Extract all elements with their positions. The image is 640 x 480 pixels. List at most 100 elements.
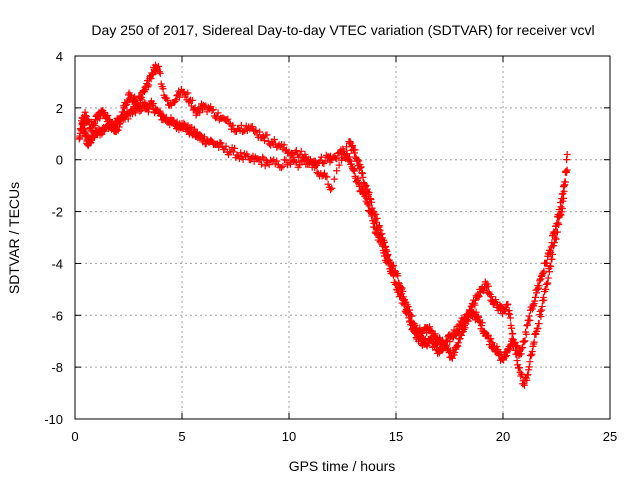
data-point-fill <box>531 293 539 301</box>
data-point-fill <box>451 348 459 356</box>
data-point-fill <box>355 157 363 165</box>
data-point-fill <box>348 142 356 150</box>
data-point-fill <box>525 363 533 371</box>
data-point-fill <box>487 293 495 301</box>
data-point-fill <box>383 247 391 255</box>
data-point-fill <box>405 306 413 314</box>
data-point-fill <box>526 316 534 324</box>
data-point <box>503 301 511 309</box>
data-point-fill <box>390 261 398 269</box>
data-point-fill <box>523 321 531 329</box>
data-point-fill <box>518 370 526 378</box>
y-tick-label: 0 <box>56 153 63 168</box>
data-point-fill <box>156 69 164 77</box>
data-point-fill <box>490 343 498 351</box>
data-point <box>366 195 374 203</box>
data-point-fill <box>522 330 530 338</box>
data-point-fill <box>222 142 230 150</box>
data-point-fill <box>270 156 278 164</box>
data-point <box>116 119 124 127</box>
data-point-fill <box>540 296 548 304</box>
data-point <box>246 156 254 164</box>
data-point-fill <box>538 303 546 311</box>
data-point-fill <box>523 376 531 384</box>
data-point-fill <box>277 164 285 172</box>
data-point-fill <box>265 161 273 169</box>
data-point-fill <box>200 133 208 141</box>
data-point-fill <box>431 330 439 338</box>
data-point-fill <box>331 154 339 162</box>
data-point-fill <box>213 112 221 120</box>
plot-frame <box>74 55 611 420</box>
data-point-fill <box>454 342 462 350</box>
data-point-fill <box>349 141 357 149</box>
data-point-fill <box>322 172 330 180</box>
data-point-fill <box>427 329 435 337</box>
data-point-fill <box>398 284 406 292</box>
data-point-fill <box>346 138 354 146</box>
data-point-fill <box>512 350 520 358</box>
data-point-fill <box>388 262 396 270</box>
data-point-fill <box>233 151 241 159</box>
data-point-fill <box>454 339 462 347</box>
data-point-fill <box>117 114 125 122</box>
data-point-fill <box>137 95 145 103</box>
data-point-fill <box>408 312 416 320</box>
x-tick-label: 25 <box>603 429 617 444</box>
data-point-fill <box>544 274 552 282</box>
data-point-fill <box>530 338 538 346</box>
y-tick-label: -6 <box>51 308 63 323</box>
data-point-fill <box>411 322 419 330</box>
data-point-fill <box>333 167 341 175</box>
data-point-fill <box>378 230 386 238</box>
data-point-fill <box>257 160 265 168</box>
data-point-fill <box>535 282 543 290</box>
data-point-fill <box>380 238 388 246</box>
grid-lines <box>75 56 610 419</box>
data-point-fill <box>554 219 562 227</box>
data-point-fill <box>90 120 98 128</box>
data-point-fill <box>561 168 569 176</box>
data-point-fill <box>509 329 517 337</box>
data-point-fill <box>536 307 544 315</box>
data-point-fill <box>359 173 367 181</box>
data-point-fill <box>85 117 93 125</box>
data-point-fill <box>461 324 469 332</box>
y-tick-label: -4 <box>51 256 63 271</box>
data-point-fill <box>382 246 390 254</box>
x-tick-label: 5 <box>178 429 185 444</box>
data-point-fill <box>180 120 188 128</box>
data-point-fill <box>354 175 362 183</box>
data-point-fill <box>368 198 376 206</box>
data-point-fill <box>237 149 245 157</box>
data-point-fill <box>231 144 239 152</box>
data-point <box>362 182 370 190</box>
data-point-fill <box>453 343 461 351</box>
data-point-fill <box>240 127 248 135</box>
data-point-fill <box>280 141 288 149</box>
data-point-fill <box>350 167 358 175</box>
data-point-fill <box>511 339 519 347</box>
data-point-fill <box>560 194 568 202</box>
data-point-fill <box>357 163 365 171</box>
data-point-fill <box>317 153 325 161</box>
data-point <box>508 324 516 332</box>
data-point <box>86 125 94 133</box>
data-point-fill <box>548 255 556 263</box>
data-point-fill <box>198 106 206 114</box>
data-point-fill <box>287 160 295 168</box>
data-point-fill <box>115 118 123 126</box>
data-point <box>529 301 537 309</box>
data-point-fill <box>460 325 468 333</box>
data-point-fill <box>134 100 142 108</box>
data-point-fill <box>535 320 543 328</box>
data-point-fill <box>365 189 373 197</box>
data-point-fill <box>523 322 531 330</box>
data-point <box>563 151 571 159</box>
data-point-fill <box>550 242 558 250</box>
data-point-fill <box>224 115 232 123</box>
data-point-fill <box>149 71 157 79</box>
data-point-fill <box>321 157 329 165</box>
data-point-fill <box>520 338 528 346</box>
data-point-fill <box>141 99 149 107</box>
